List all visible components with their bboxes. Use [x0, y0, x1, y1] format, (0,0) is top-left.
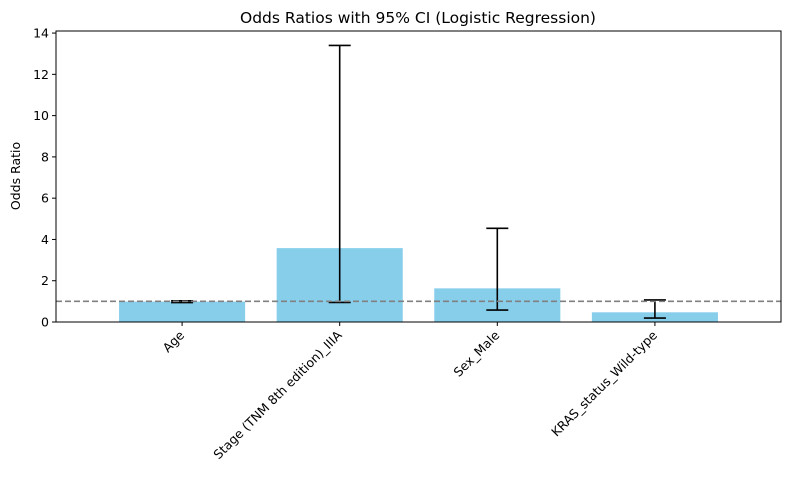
y-tick-label-0: 0 — [41, 315, 49, 330]
y-tick-label-4: 8 — [41, 149, 49, 164]
y-axis-label: Odds Ratio — [8, 142, 23, 210]
chart-title: Odds Ratios with 95% CI (Logistic Regres… — [240, 9, 596, 27]
y-tick-label-5: 10 — [33, 108, 49, 123]
x-tick-label-0: Age — [159, 327, 187, 355]
plot-area: 0 2 4 6 8 10 12 14 Age Stage (TNM 8th edition)_II… — [33, 26, 782, 462]
x-tick-label-3: KRAS_status_Wild-type — [548, 327, 660, 439]
y-tick-label-3: 6 — [41, 191, 49, 206]
y-tick-label-2: 4 — [41, 232, 49, 247]
plot-frame — [55, 30, 782, 323]
x-tick-label-2: Sex_Male — [450, 327, 502, 379]
y-tick-label-6: 12 — [33, 67, 49, 82]
y-tick-label-7: 14 — [33, 26, 49, 41]
bar-0 — [119, 301, 246, 322]
x-tick-label-1: Stage (TNM 8th edition)_IIIA — [210, 327, 345, 462]
y-tick-label-1: 2 — [41, 273, 49, 288]
